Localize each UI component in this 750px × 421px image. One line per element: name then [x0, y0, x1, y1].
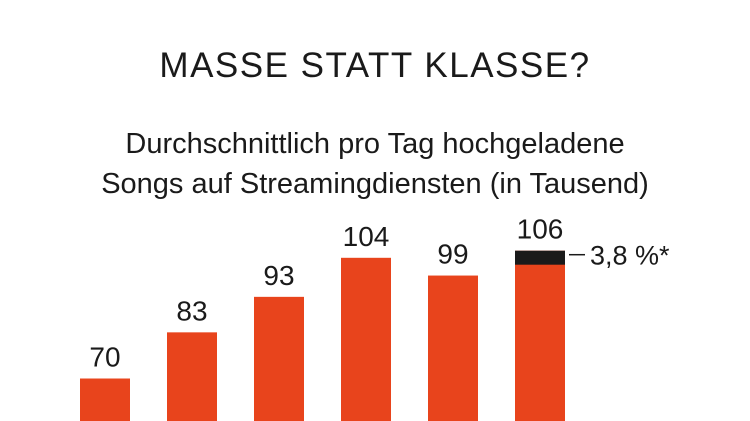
bar-highlight-segment [515, 250, 565, 265]
bar-0 [80, 378, 130, 421]
bar-3 [341, 257, 391, 421]
bar-5 [515, 250, 565, 421]
subtitle-line-1: Durchschnittlich pro Tag hochgeladene [125, 128, 625, 160]
data-label-3: 104 [343, 221, 390, 252]
bar-2 [254, 296, 304, 421]
data-label-5: 106 [517, 214, 564, 245]
chart-subtitle: Durchschnittlich pro Tag hochgeladene So… [0, 124, 750, 204]
data-label-0: 70 [89, 342, 120, 373]
bar-4 [428, 275, 478, 421]
data-label-4: 99 [437, 239, 468, 270]
subtitle-line-2: Songs auf Streamingdiensten (in Tausend) [101, 168, 649, 200]
bar-1 [167, 332, 217, 421]
data-label-2: 93 [263, 260, 294, 291]
data-label-1: 83 [176, 295, 207, 326]
highlight-annotation: 3,8 %* [590, 241, 670, 271]
chart-title: MASSE STATT KLASSE? [159, 46, 591, 85]
